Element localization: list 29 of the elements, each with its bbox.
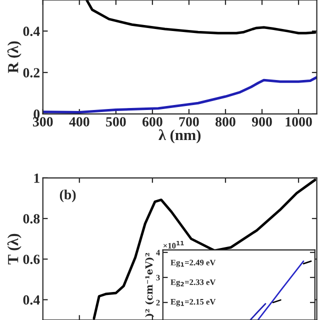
y-tick-label: 0.6 <box>23 254 40 264</box>
line-series <box>85 0 316 34</box>
y-tick-label: 0 <box>34 110 40 119</box>
x-tick-label: 300 <box>32 117 53 126</box>
x-tick-label: 900 <box>252 117 272 126</box>
y-tick-label: 0.8 <box>23 214 40 224</box>
y-tick-label: 0.4 <box>23 295 40 305</box>
y-axis-title: R (λ) <box>7 41 22 73</box>
line-series <box>257 260 304 320</box>
x-tick-label: 400 <box>69 117 90 126</box>
x-tick-label: 800 <box>216 117 236 126</box>
x-tick-label: 1000 <box>286 117 312 126</box>
y-tick-label: 2 <box>156 300 160 306</box>
y-tick-label: 4 <box>156 250 160 256</box>
annotation: Eg$_{1}$=2.15 eV <box>170 299 216 306</box>
y-tick-label: 0.4 <box>23 26 40 36</box>
y-axis-title: )² (cm⁻¹eV)² <box>145 252 154 317</box>
annotation: Eg$_{1}$=2.49 eV <box>170 260 216 268</box>
y-tick-label: 1 <box>34 174 40 183</box>
annotation: (b) <box>60 190 76 202</box>
x-tick-label: 500 <box>106 117 126 126</box>
x-axis-title: λ (nm) <box>158 129 201 144</box>
x-tick-label: 600 <box>142 117 162 126</box>
y-axis-title: T (λ) <box>7 234 22 264</box>
x-tick-label: 700 <box>179 117 199 126</box>
annotation: Eg$_{2}$=2.33 eV <box>170 279 216 287</box>
annotation: ×10$^{11}$ <box>164 241 184 249</box>
y-tick-label: 3 <box>156 274 160 280</box>
y-tick-label: 0.2 <box>23 68 40 78</box>
